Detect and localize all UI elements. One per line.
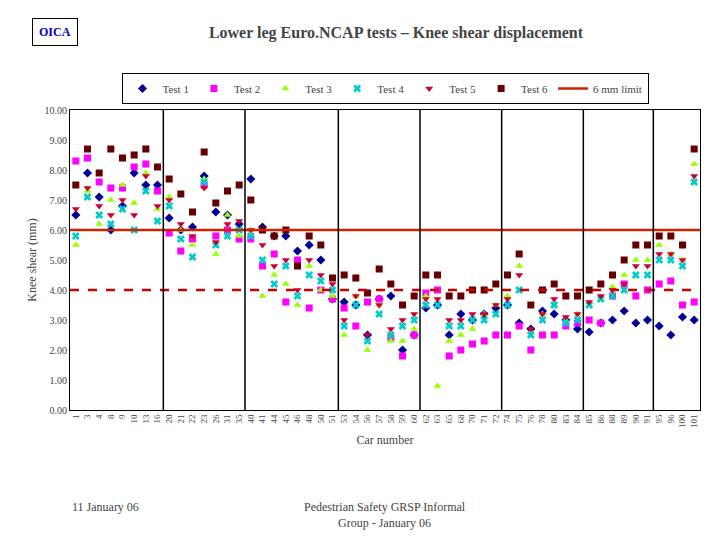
svg-text:31: 31 (222, 415, 232, 424)
svg-text:26: 26 (211, 414, 221, 424)
svg-text:21: 21 (176, 415, 186, 424)
svg-text:60: 60 (409, 414, 419, 424)
svg-text:75: 75 (514, 414, 524, 424)
svg-text:85: 85 (584, 414, 594, 424)
svg-text:65: 65 (444, 414, 454, 424)
svg-text:100: 100 (677, 414, 687, 428)
svg-text:16: 16 (152, 414, 162, 424)
svg-text:6 mm limit: 6 mm limit (593, 83, 642, 95)
svg-text:89: 89 (619, 414, 629, 424)
svg-text:Test 6: Test 6 (521, 83, 548, 95)
svg-text:Test 3: Test 3 (305, 83, 332, 95)
svg-text:8.00: 8.00 (50, 165, 68, 176)
svg-text:57: 57 (374, 414, 384, 424)
svg-text:90: 90 (631, 414, 641, 424)
svg-text:71: 71 (479, 415, 489, 424)
svg-text:10.00: 10.00 (45, 105, 68, 116)
svg-text:45: 45 (281, 414, 291, 424)
svg-text:68: 68 (456, 414, 466, 424)
svg-text:72: 72 (491, 415, 501, 424)
svg-text:101: 101 (689, 415, 699, 429)
svg-text:86: 86 (596, 414, 606, 424)
svg-text:Knee shear (mm): Knee shear (mm) (25, 218, 39, 301)
svg-text:80: 80 (549, 414, 559, 424)
svg-text:44: 44 (269, 414, 279, 424)
svg-text:70: 70 (467, 414, 477, 424)
svg-text:91: 91 (642, 415, 652, 424)
svg-text:6.00: 6.00 (50, 225, 68, 236)
svg-text:83: 83 (561, 414, 571, 424)
svg-text:5.00: 5.00 (50, 255, 68, 266)
svg-text:Car number: Car number (357, 433, 414, 447)
svg-text:11 January 06: 11 January 06 (72, 500, 139, 514)
svg-text:51: 51 (327, 415, 337, 424)
svg-text:35: 35 (234, 414, 244, 424)
svg-text:62: 62 (421, 415, 431, 424)
svg-text:9: 9 (117, 414, 127, 419)
svg-text:78: 78 (537, 414, 547, 424)
svg-text:96: 96 (666, 414, 676, 424)
svg-text:Test 1: Test 1 (163, 83, 189, 95)
svg-text:10: 10 (129, 414, 139, 424)
svg-text:1.00: 1.00 (50, 375, 68, 386)
svg-text:54: 54 (351, 414, 361, 424)
svg-text:84: 84 (572, 414, 582, 424)
svg-text:53: 53 (339, 414, 349, 424)
svg-text:7.00: 7.00 (50, 195, 68, 206)
svg-text:Test 4: Test 4 (377, 83, 404, 95)
svg-text:95: 95 (654, 414, 664, 424)
svg-text:74: 74 (502, 414, 512, 424)
svg-text:40: 40 (246, 414, 256, 424)
svg-text:Test 5: Test 5 (449, 83, 476, 95)
svg-text:4.00: 4.00 (50, 285, 68, 296)
svg-text:OICA: OICA (39, 25, 71, 39)
svg-text:4: 4 (94, 414, 104, 419)
svg-text:58: 58 (386, 414, 396, 424)
svg-text:63: 63 (432, 414, 442, 424)
svg-text:76: 76 (526, 414, 536, 424)
svg-text:1: 1 (71, 415, 81, 420)
svg-text:50: 50 (316, 414, 326, 424)
svg-text:9.00: 9.00 (50, 135, 68, 146)
svg-text:13: 13 (141, 414, 151, 424)
svg-text:Pedestrian Safety GRSP Informa: Pedestrian Safety GRSP InformalGroup - J… (304, 500, 466, 530)
svg-text:3.00: 3.00 (50, 315, 68, 326)
svg-text:8: 8 (106, 414, 116, 419)
svg-text:Test 2: Test 2 (234, 83, 260, 95)
svg-text:56: 56 (362, 414, 372, 424)
svg-text:0.00: 0.00 (50, 405, 68, 416)
svg-text:59: 59 (397, 414, 407, 424)
svg-text:Lower leg Euro.NCAP tests – Kn: Lower leg Euro.NCAP tests – Knee shear d… (209, 24, 584, 42)
svg-text:48: 48 (304, 414, 314, 424)
svg-text:22: 22 (187, 415, 197, 424)
svg-text:23: 23 (199, 414, 209, 424)
svg-text:88: 88 (607, 414, 617, 424)
svg-text:41: 41 (257, 415, 267, 424)
svg-text:46: 46 (292, 414, 302, 424)
svg-text:2.00: 2.00 (50, 345, 68, 356)
svg-text:3: 3 (82, 414, 92, 419)
svg-text:20: 20 (164, 414, 174, 424)
